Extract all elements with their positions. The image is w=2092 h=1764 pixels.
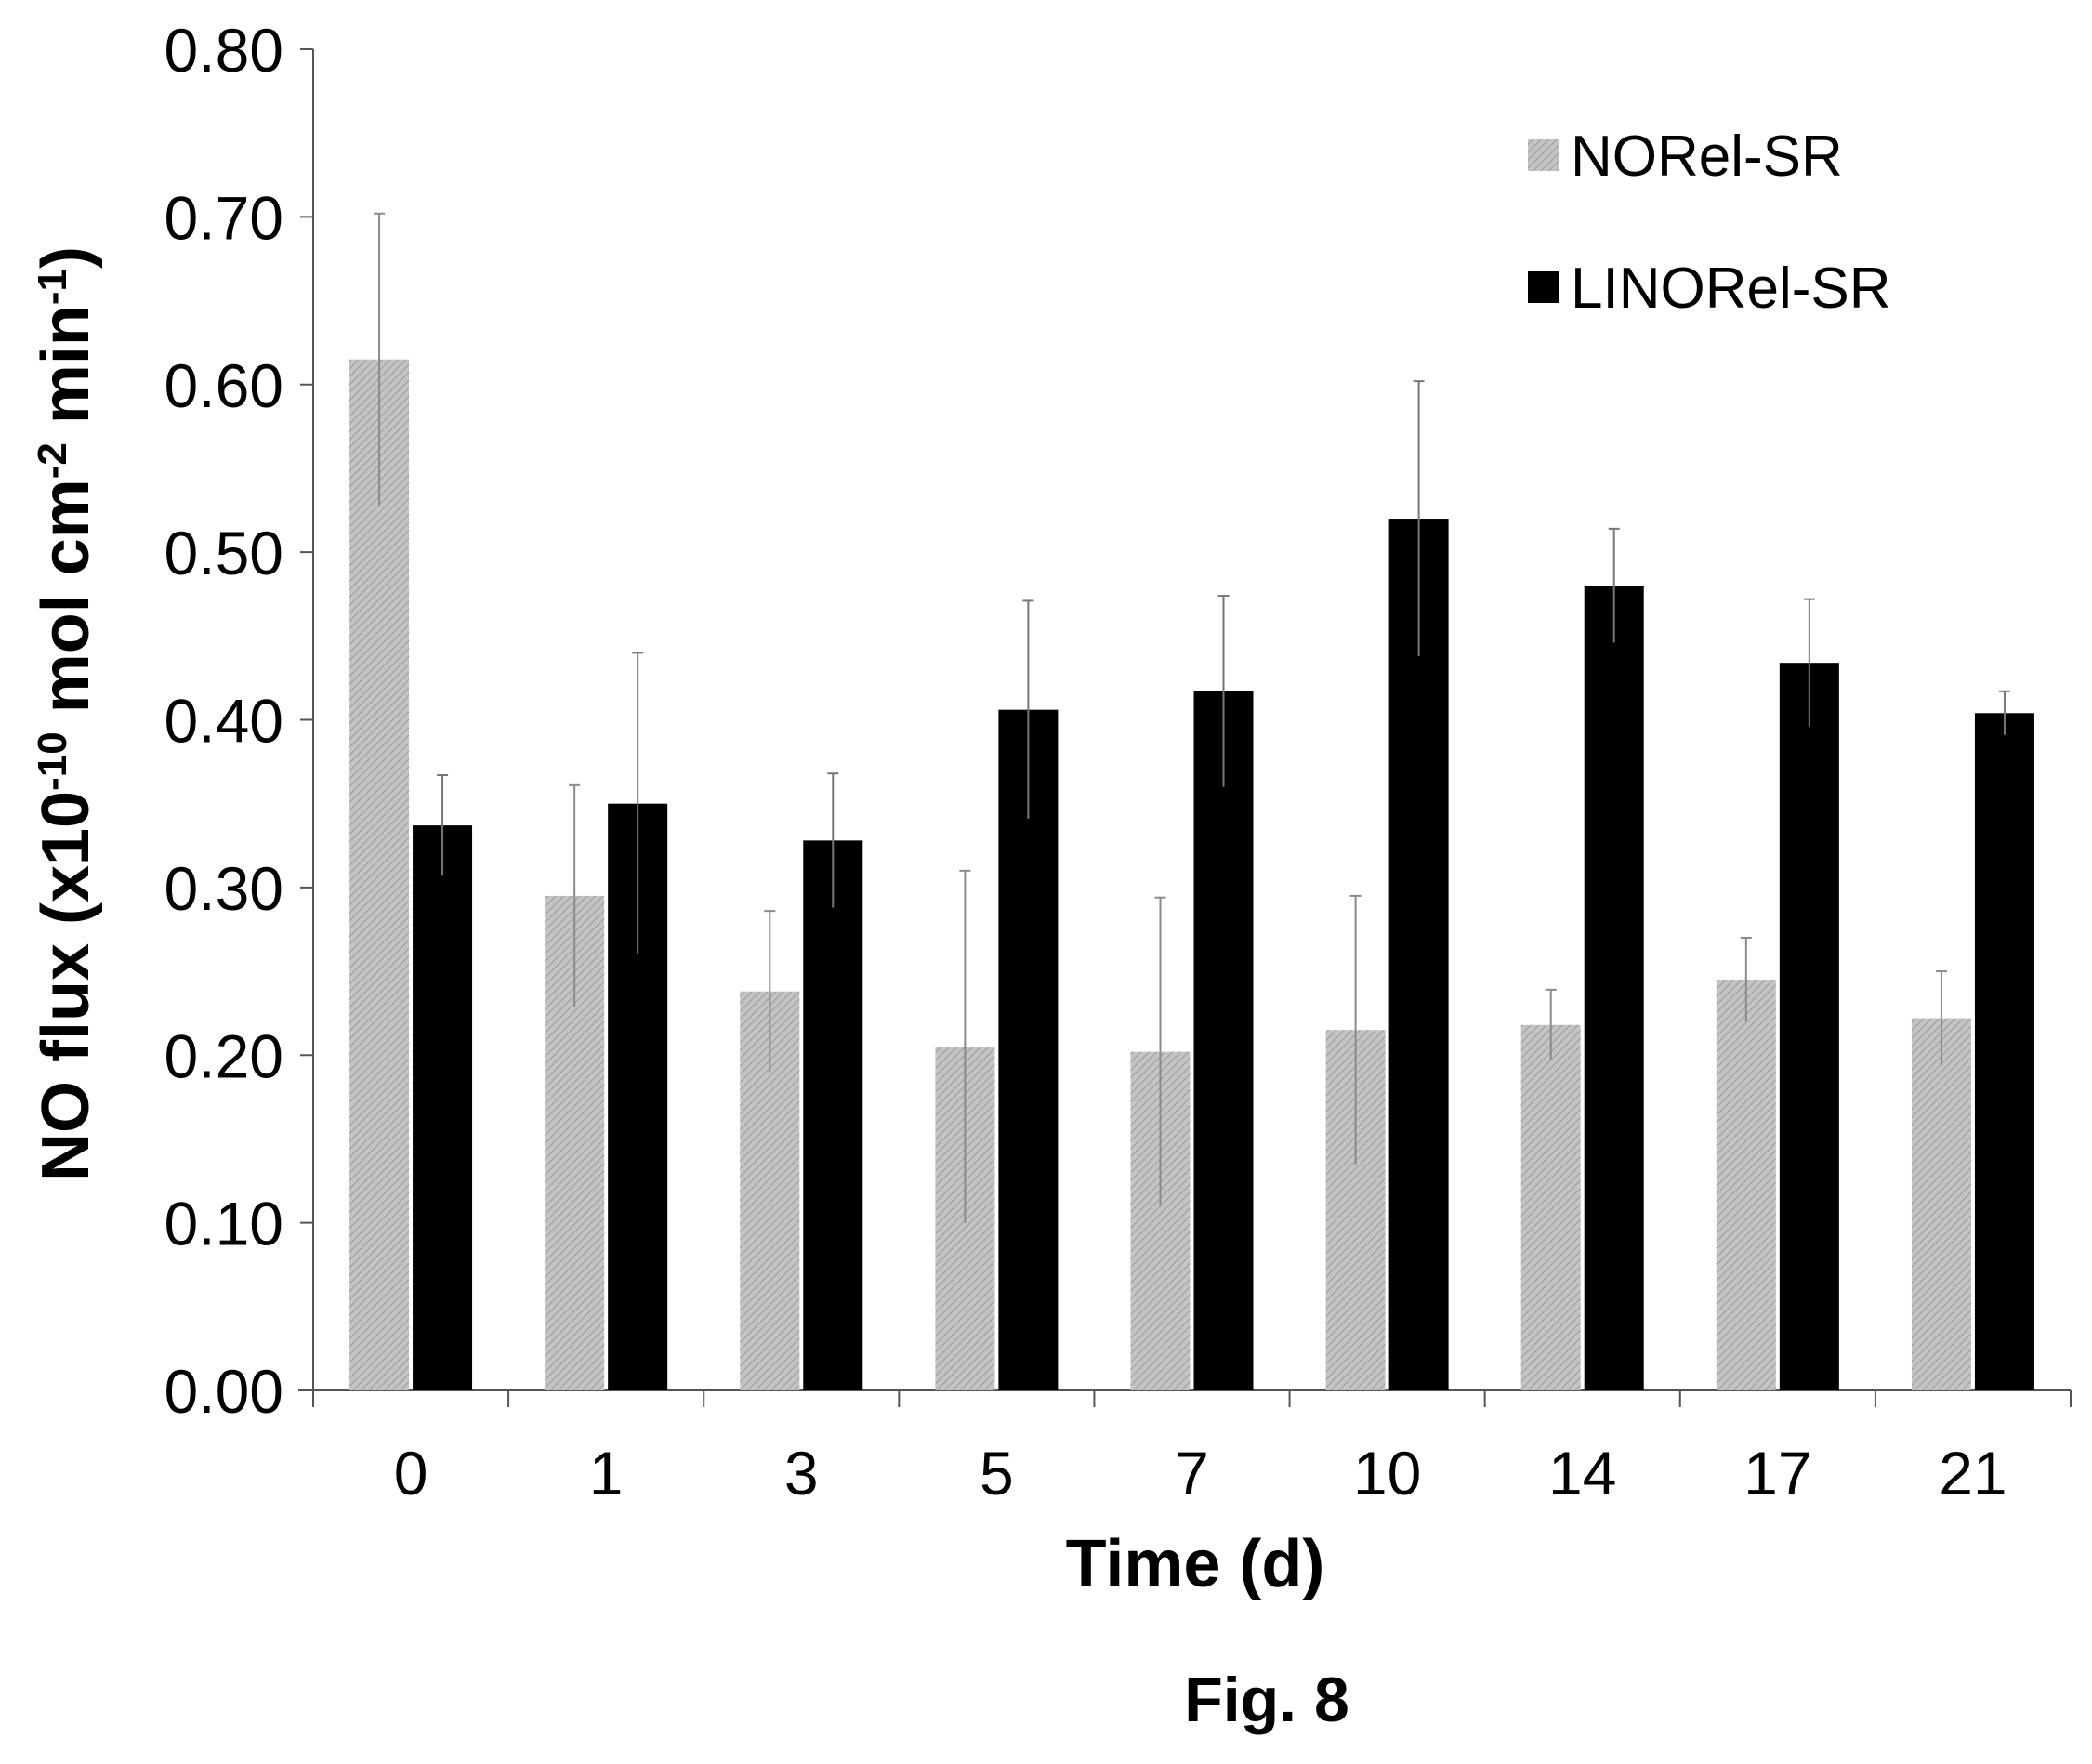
legend-item-norel-sr: NORel-SR [1528, 125, 1843, 189]
y-axis-title-part: mol cm [29, 479, 103, 731]
bar-linorel-sr-7 [1193, 691, 1254, 1390]
legend-swatch-norel-sr [1528, 139, 1559, 171]
y-tick-label: 0.00 [164, 1357, 283, 1426]
y-tick-label: 0.30 [164, 854, 283, 923]
bar-linorel-sr-5 [998, 709, 1059, 1390]
bar-norel-sr-17 [1716, 980, 1776, 1390]
y-axis-title-part: NO flux (x10 [29, 791, 103, 1181]
y-tick-label: 0.50 [164, 519, 283, 587]
y-tick-label: 0.80 [164, 16, 283, 85]
y-axis-title-superscript: -10 [30, 731, 75, 791]
bar-linorel-sr-10 [1388, 519, 1449, 1390]
x-axis-title: Time (d) [1066, 1527, 1325, 1601]
legend-swatch-linorel-sr [1528, 271, 1559, 303]
y-axis-title-part: ) [29, 246, 103, 269]
bar-linorel-sr-3 [803, 840, 863, 1390]
y-axis-title: NO flux (x10-10 mol cm-2 min-1) [29, 246, 103, 1181]
y-tick-label: 0.10 [164, 1190, 283, 1258]
x-tick-label: 5 [980, 1439, 1014, 1507]
x-tick-label: 17 [1743, 1439, 1811, 1507]
y-axis-title-superscript: -1 [30, 269, 75, 305]
bar-linorel-sr-14 [1584, 586, 1644, 1390]
bar-linorel-sr-17 [1779, 663, 1839, 1390]
y-tick-label: 0.20 [164, 1021, 283, 1090]
x-tick-label: 0 [394, 1439, 428, 1507]
y-tick-label: 0.40 [164, 687, 283, 756]
legend-label-norel-sr: NORel-SR [1571, 125, 1843, 189]
x-tick-label: 14 [1548, 1439, 1616, 1507]
bar-norel-sr-14 [1520, 1024, 1581, 1390]
x-tick-label: 10 [1353, 1439, 1421, 1507]
x-tick-label: 7 [1175, 1439, 1209, 1507]
y-axis-title-part: min [29, 305, 103, 442]
y-axis-title-superscript: -2 [30, 442, 75, 479]
legend-label-linorel-sr: LINORel-SR [1571, 257, 1891, 321]
x-tick-label: 3 [784, 1439, 819, 1507]
x-tick-label: 1 [589, 1439, 624, 1507]
bar-norel-sr-21 [1911, 1018, 1971, 1390]
bar-linorel-sr-21 [1974, 713, 2034, 1390]
plot-area: 0.00 0.10 0.20 0.30 0.40 0.50 0.60 0.70 0.80 0 1 3 5… [164, 16, 2072, 1507]
figure-caption: Fig. 8 [1184, 1665, 1349, 1735]
y-tick-label: 0.60 [164, 351, 283, 420]
legend-item-linorel-sr: LINORel-SR [1528, 257, 1891, 321]
y-tick-label: 0.70 [164, 183, 283, 252]
bar-norel-sr-0 [349, 359, 410, 1391]
x-tick-label: 21 [1939, 1439, 2006, 1507]
bar-linorel-sr-0 [413, 825, 473, 1390]
legend: NORel-SR LINORel-SR [1528, 125, 1891, 321]
